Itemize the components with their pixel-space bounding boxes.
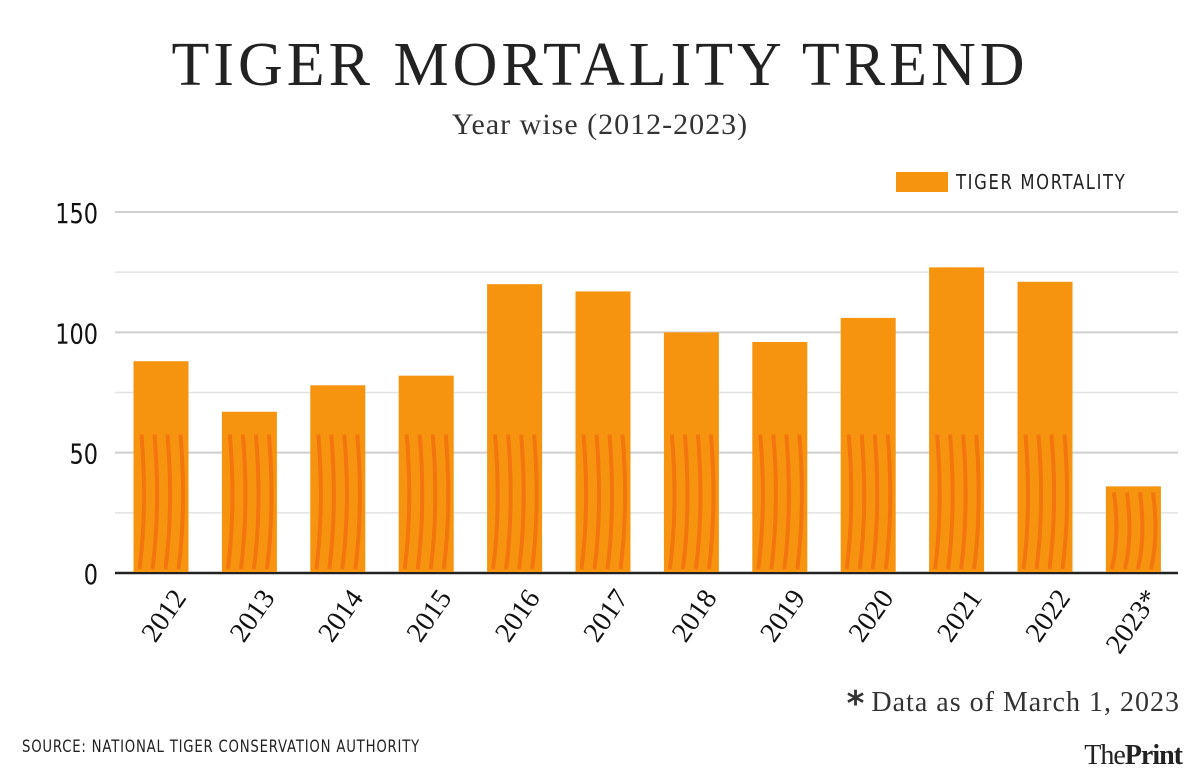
stripe [933,434,942,570]
stripe [579,434,589,570]
x-tick-label: 2020 [843,584,901,648]
bar-stripes [402,434,451,570]
y-tick-label: 50 [70,437,98,470]
bar-stripes [667,434,716,570]
stripe [353,434,362,570]
bar-stripes [137,434,186,570]
bar-stripes [844,434,893,570]
x-tick-label: 2014 [312,584,370,648]
x-tick-label: 2013 [224,584,282,648]
stripe [592,434,602,570]
stripe [857,434,867,570]
stripe [225,434,235,570]
stripe [504,434,513,570]
stripe [946,434,955,570]
stripe [972,434,981,570]
stripe [264,434,274,570]
stripe [769,434,778,570]
x-tick-label: 2016 [489,584,547,648]
stripe [1021,434,1031,570]
stripe [1148,492,1158,570]
stripe [530,434,539,570]
y-tick-label: 0 [84,557,98,590]
legend-label: TIGER MORTALITY [956,170,1127,194]
x-tick-label: 2023* [1100,584,1166,659]
x-tick-label: 2022 [1020,584,1078,648]
stripe [1122,492,1132,570]
asterisk-icon: * [846,684,866,724]
bar-stripes [1109,492,1158,570]
chart-title: TIGER MORTALITY TREND [171,31,1029,99]
stripe [517,434,526,570]
stripe [163,434,173,570]
stripe [756,434,765,570]
stripe [1135,492,1145,570]
stripe [782,434,791,570]
stripe [605,434,615,570]
stripe [618,434,628,570]
stripe [1060,434,1070,570]
footnote: * Data as of March 1, 2023 [847,684,1180,724]
stripe [883,434,893,570]
stripe [314,434,323,570]
bar-stripes [579,434,628,570]
stripe [238,434,248,570]
stripe [428,434,438,570]
stripe [137,434,147,570]
y-tick-label: 100 [55,317,98,350]
stripe [795,434,804,570]
stripe [415,434,425,570]
chart-subtitle: Year wise (2012-2023) [451,108,749,141]
stripe [1047,434,1057,570]
stripe [150,434,160,570]
stripe [706,434,716,570]
stripe [680,434,690,570]
stripe [441,434,451,570]
stripe [870,434,880,570]
legend-swatch [896,172,949,192]
stripe [693,434,703,570]
stripe [176,434,186,570]
stripe [1034,434,1044,570]
bar-stripes [491,434,539,570]
stripe [491,434,500,570]
stripe [959,434,968,570]
x-tick-label: 2012 [136,584,194,648]
bar-stripes [756,434,804,570]
brand-logo: ThePrint [1084,740,1183,772]
y-tick-label: 150 [55,196,98,229]
x-tick-label: 2015 [401,584,459,648]
x-tick-label: 2021 [931,584,989,648]
source-credit: SOURCE: NATIONAL TIGER CONSERVATION AUTH… [22,737,420,757]
brand-logo-the: The [1084,740,1126,771]
bar-stripes [933,434,981,570]
bar-stripes [225,434,274,570]
stripe [340,434,349,570]
bar-stripes [1021,434,1070,570]
x-tick-label: 2018 [666,584,724,648]
footnote-text: Data as of March 1, 2023 [871,687,1180,718]
stripe [1109,492,1119,570]
stripe [251,434,261,570]
bar-stripes [314,434,362,570]
x-tick-label: 2019 [754,584,812,648]
stripe [667,434,677,570]
stripe [327,434,336,570]
x-tick-label: 2017 [578,584,636,648]
stripe [402,434,412,570]
brand-logo-print: Print [1124,740,1183,771]
legend: TIGER MORTALITY [896,170,1164,194]
stripe [844,434,854,570]
